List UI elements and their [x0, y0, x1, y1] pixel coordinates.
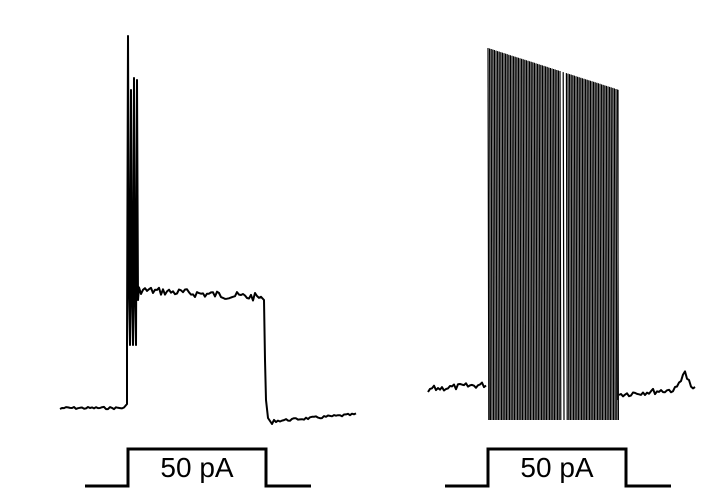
- right-spike-train: [487, 47, 619, 421]
- right-pulse-label: 50 pA: [520, 452, 593, 483]
- right-voltage-trace: [427, 370, 696, 398]
- left-current-step: [85, 447, 311, 488]
- left-pulse-label: 50 pA: [160, 452, 233, 483]
- left-voltage-trace: [59, 35, 357, 425]
- left-panel: 50 pA: [59, 35, 357, 488]
- right-panel: 50 pA: [427, 47, 696, 488]
- right-current-step: [445, 447, 671, 488]
